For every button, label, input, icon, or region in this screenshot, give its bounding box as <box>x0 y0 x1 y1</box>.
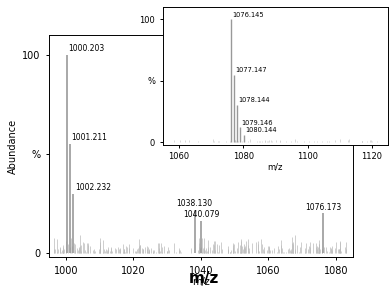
Text: 1000.203: 1000.203 <box>68 44 105 53</box>
X-axis label: m/z: m/z <box>268 162 283 172</box>
Text: 1076.173: 1076.173 <box>305 203 341 212</box>
Text: m/z: m/z <box>189 271 219 286</box>
Text: 1078.144: 1078.144 <box>238 97 270 103</box>
X-axis label: m/z: m/z <box>192 277 210 287</box>
Text: 1001.211: 1001.211 <box>72 133 107 142</box>
Y-axis label: Abundance: Abundance <box>8 118 18 173</box>
Text: 1002.232: 1002.232 <box>75 183 111 192</box>
Text: 1040.079: 1040.079 <box>183 210 220 219</box>
Text: 1076.145: 1076.145 <box>232 12 264 18</box>
Text: 1038.130: 1038.130 <box>176 199 212 208</box>
Text: 1080.144: 1080.144 <box>245 127 277 133</box>
Text: 1079.146: 1079.146 <box>242 120 273 125</box>
Text: 1077.147: 1077.147 <box>235 67 267 73</box>
